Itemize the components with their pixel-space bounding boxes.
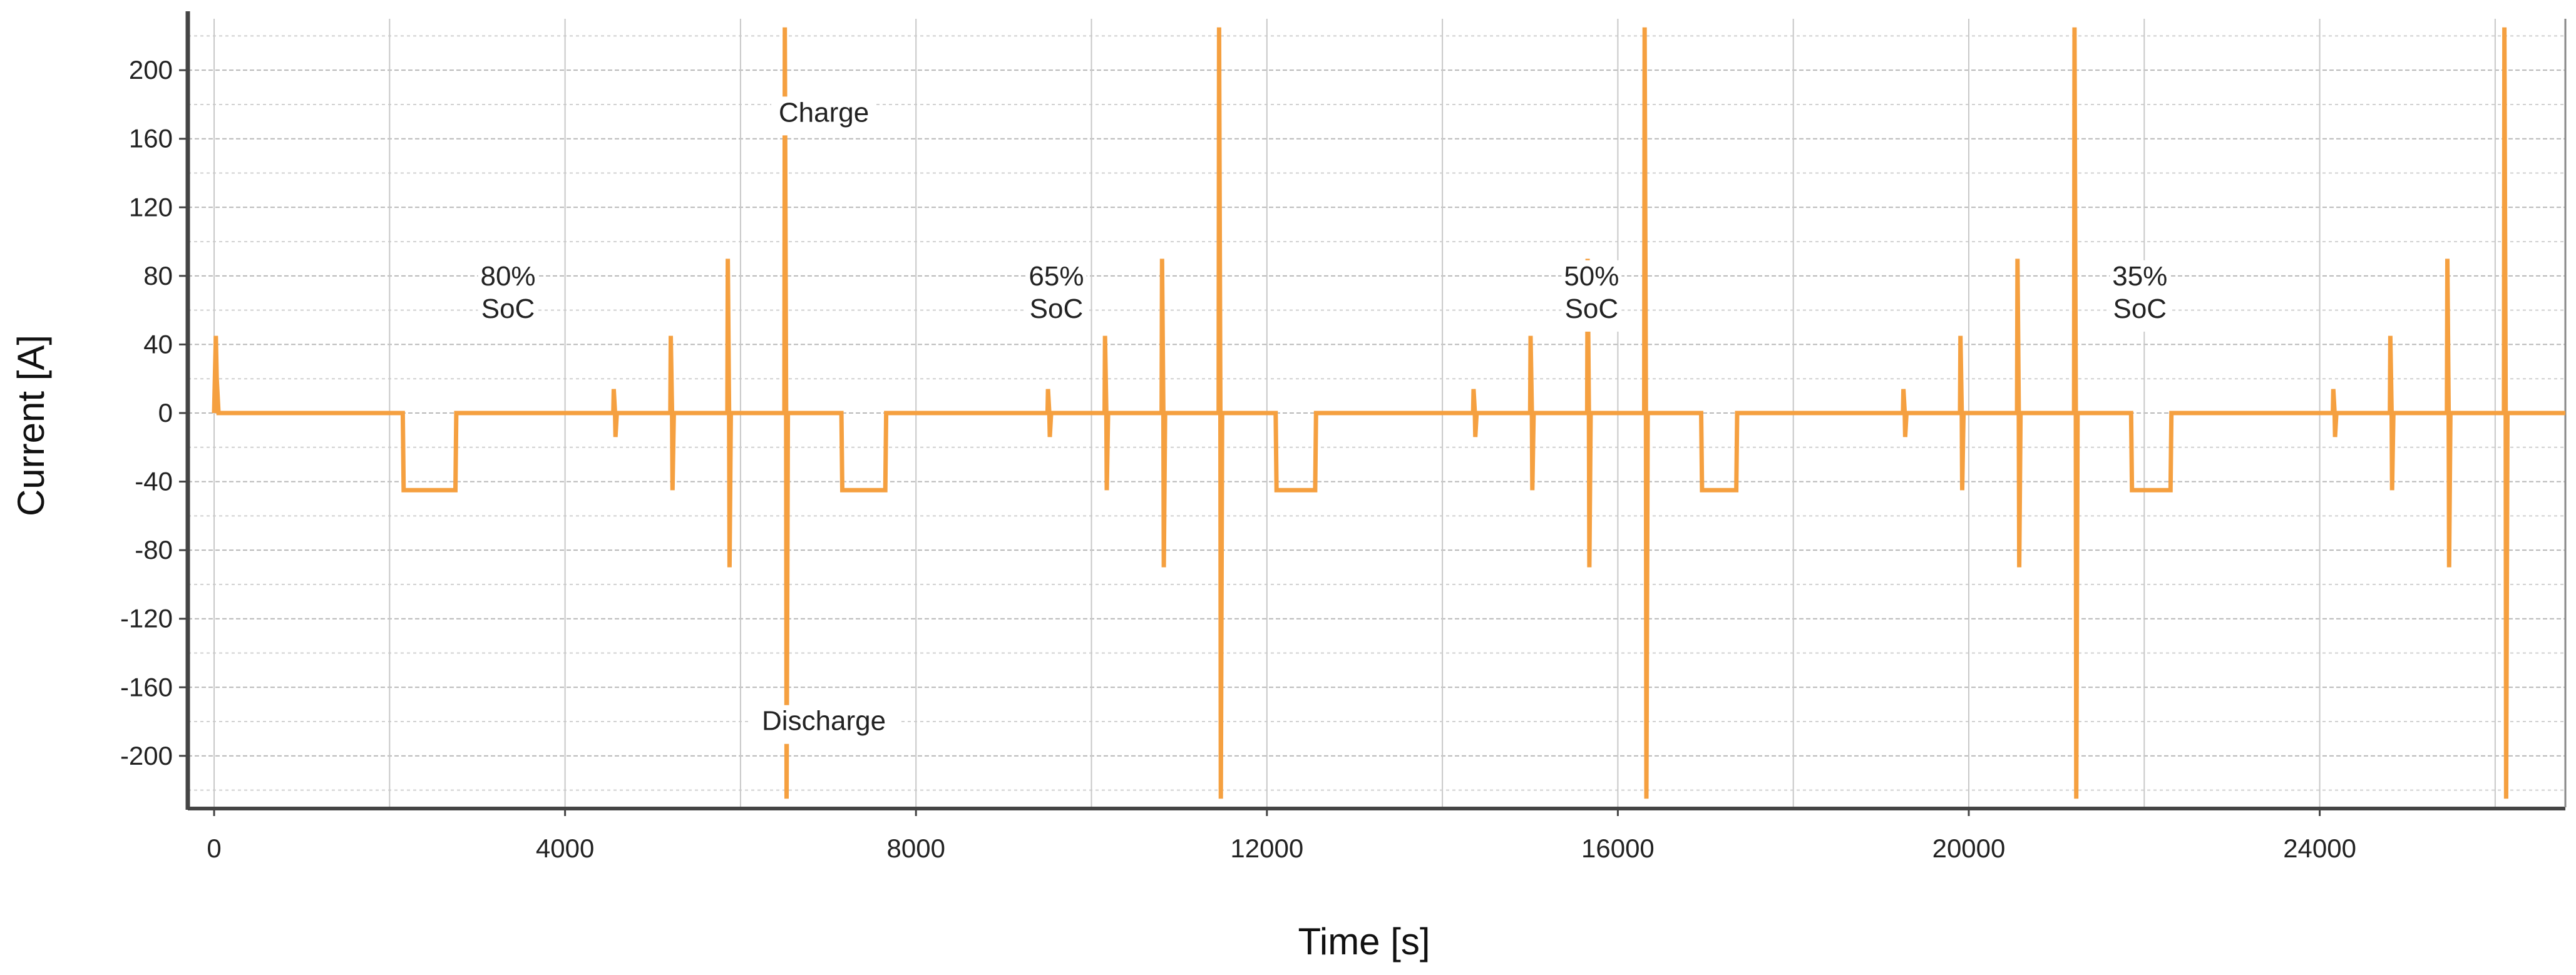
annotation-label: SoC — [1565, 294, 1619, 324]
y-tick-label: -40 — [135, 467, 173, 496]
annotation-label: 80% — [480, 261, 535, 292]
annotation-bg — [1561, 260, 1622, 332]
annotation-bg — [2110, 260, 2170, 332]
annotation-label: SoC — [481, 294, 535, 324]
tick-labels: 200 160 120 80 40 0 -40 -80 -120 -160 -200 0 4000 800… — [120, 55, 2356, 863]
annotation-label: Discharge — [762, 706, 886, 737]
x-tick-label: 12000 — [1230, 834, 1303, 863]
y-tick-label: -80 — [135, 535, 173, 564]
x-tick-label: 0 — [207, 834, 221, 863]
y-tick-label: 40 — [143, 329, 173, 359]
y-tick-label: -160 — [120, 672, 173, 702]
annotation-label: 50% — [1564, 261, 1619, 292]
x-tick-label: 20000 — [1932, 834, 2006, 863]
annotation-bg — [771, 96, 877, 136]
annotation-bg — [478, 260, 538, 332]
annotation-label: 65% — [1029, 261, 1084, 292]
y-axis-title: Current [A] — [10, 335, 52, 516]
y-tick-label: -120 — [120, 604, 173, 633]
x-tick-label: 8000 — [887, 834, 945, 863]
annotation-bg — [749, 705, 900, 744]
y-tick-label: 0 — [158, 398, 173, 427]
series-layer — [212, 27, 2565, 799]
annotation-bg — [1026, 260, 1087, 332]
y-tick-label: 160 — [129, 124, 173, 153]
y-tick-label: -200 — [120, 741, 173, 770]
y-tick-label: 80 — [143, 261, 173, 290]
axes — [179, 11, 2567, 816]
annotation-label: 35% — [2112, 261, 2167, 292]
annotation-label: SoC — [1030, 294, 1084, 324]
x-tick-label: 16000 — [1581, 834, 1655, 863]
x-tick-label: 24000 — [2283, 834, 2356, 863]
current-series-line — [212, 27, 2565, 799]
annotation-label: SoC — [2113, 294, 2167, 324]
y-tick-label: 120 — [129, 192, 173, 222]
annotation-label: Charge — [779, 97, 869, 128]
x-tick-label: 4000 — [536, 834, 594, 863]
x-axis-title: Time [s] — [1298, 921, 1430, 962]
annotations: ChargeDischarge80%SoC65%SoC50%SoC35%SoC2… — [478, 96, 2170, 744]
y-tick-label: 200 — [129, 55, 173, 84]
